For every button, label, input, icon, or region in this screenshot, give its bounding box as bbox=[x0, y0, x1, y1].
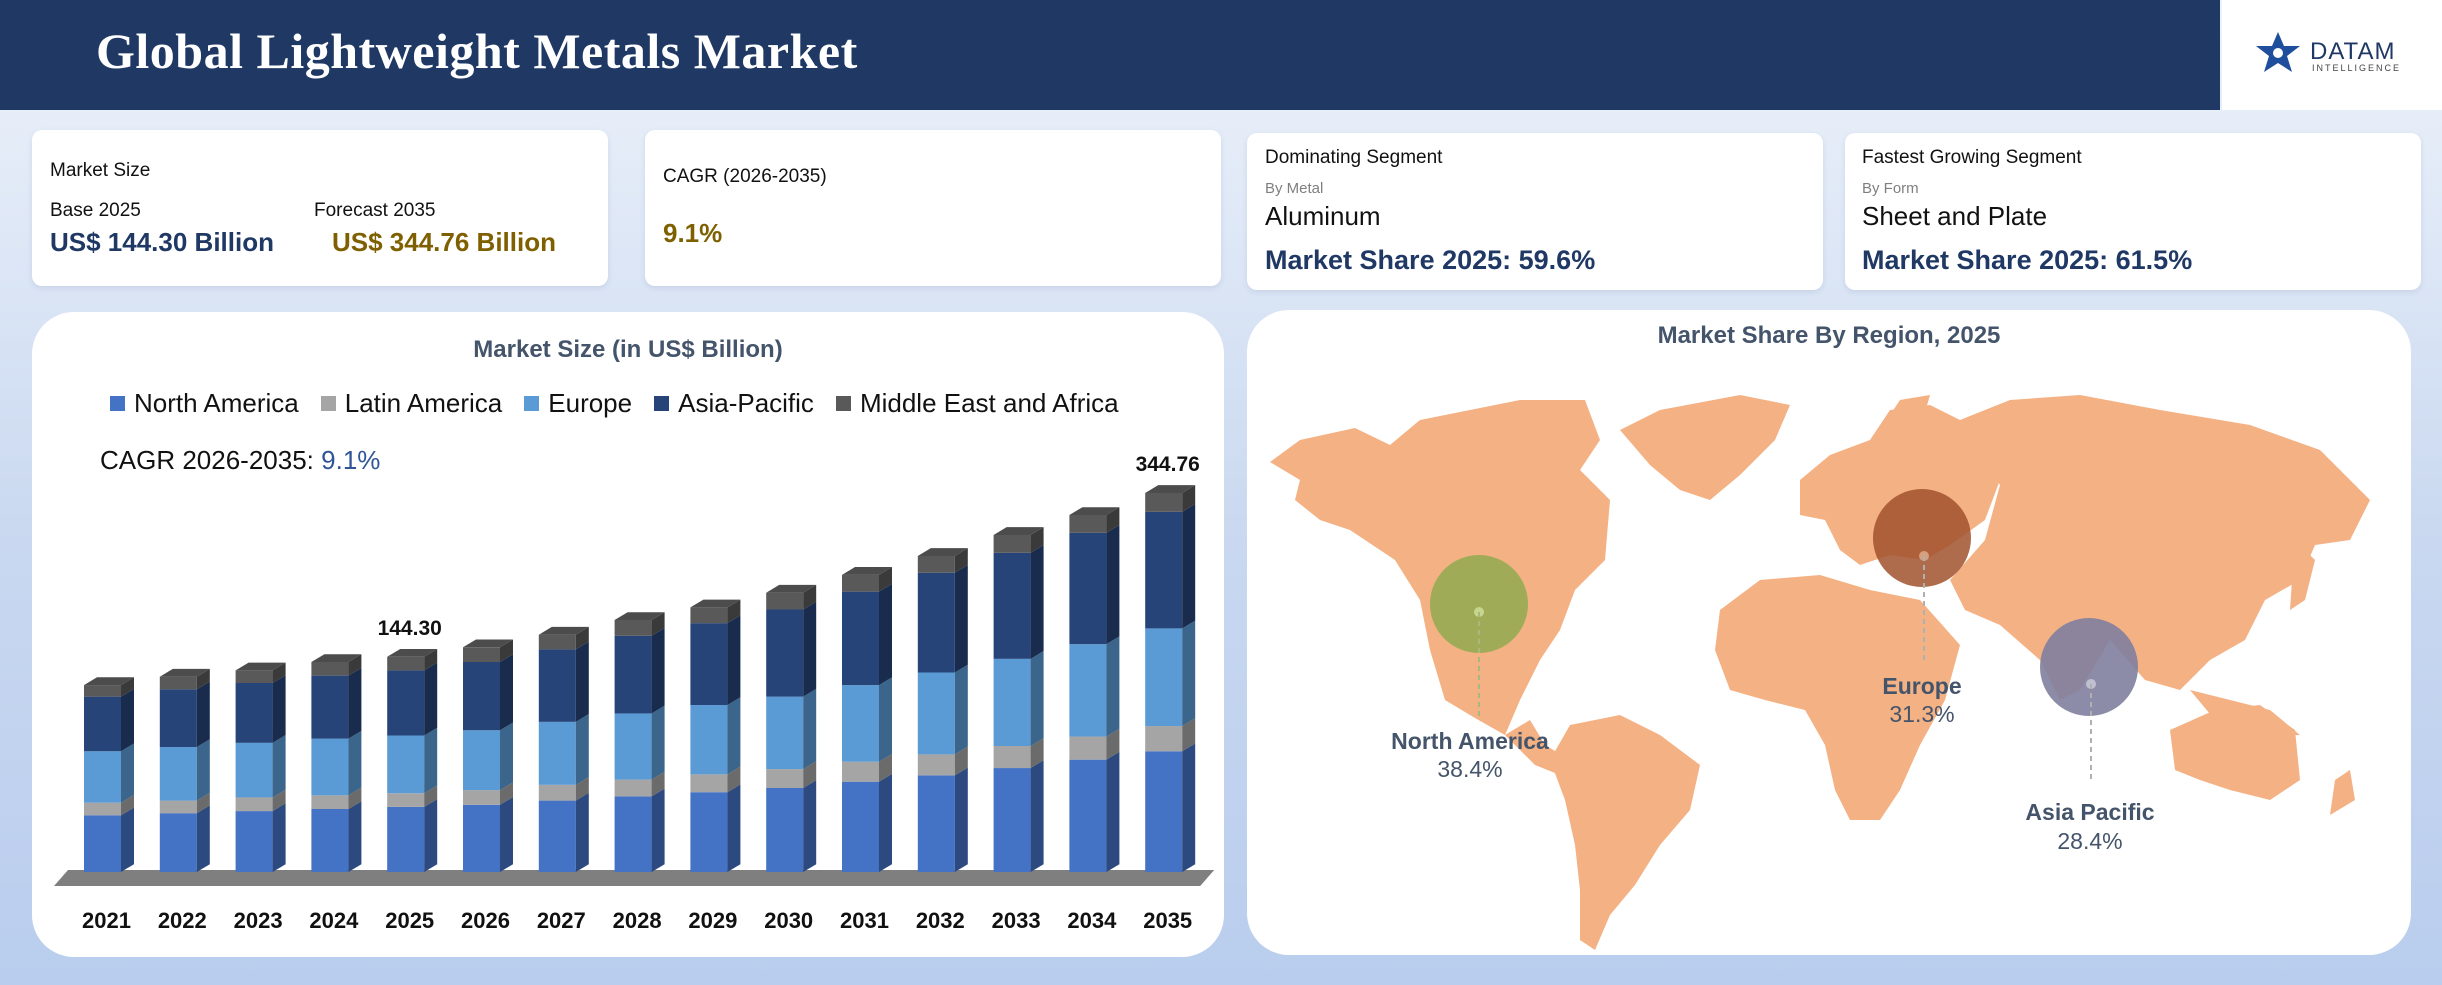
north-america-label: North America bbox=[1391, 728, 1549, 754]
cagr-value: 9.1% bbox=[663, 218, 723, 248]
legend-swatch bbox=[110, 396, 125, 411]
legend-item: Middle East and Africa bbox=[835, 388, 1119, 419]
legend-swatch bbox=[654, 396, 670, 411]
north-america-share: 38.4% bbox=[1437, 756, 1502, 782]
region-markers bbox=[1430, 489, 2138, 780]
logo-name: DATAM bbox=[2310, 38, 2396, 65]
fastest-share: Market Share 2025: 61.5% bbox=[1862, 245, 2193, 275]
map-title: Market Share By Region, 2025 bbox=[1657, 322, 2001, 349]
legend-item: Europe bbox=[524, 388, 632, 419]
dominating-by: By Metal bbox=[1265, 180, 1324, 197]
japan-land bbox=[2290, 545, 2315, 610]
north-america-land bbox=[1270, 400, 1610, 735]
market-size-title: Market Size bbox=[50, 160, 151, 181]
legend-label: Asia-Pacific bbox=[678, 388, 814, 418]
base-year-label: Base 2025 bbox=[50, 200, 141, 221]
cagr-note-value: 9.1% bbox=[321, 445, 381, 475]
legend-item: Asia-Pacific bbox=[654, 388, 814, 419]
legend-item: North America bbox=[110, 388, 299, 419]
south-america-land bbox=[1550, 715, 1700, 950]
africa-land bbox=[1715, 575, 1960, 820]
bar-chart-cagr-note: CAGR 2026-2035: 9.1% bbox=[100, 445, 380, 476]
cagr-title: CAGR (2026-2035) bbox=[663, 166, 827, 187]
dominating-title: Dominating Segment bbox=[1265, 147, 1443, 168]
forecast-label: Forecast 2035 bbox=[314, 200, 436, 221]
cagr-card: CAGR (2026-2035) 9.1% bbox=[645, 130, 1221, 286]
legend-swatch bbox=[524, 396, 540, 411]
header-banner: Global Lightweight Metals Market bbox=[0, 0, 2220, 110]
legend-swatch bbox=[835, 396, 851, 411]
dominating-segment: Aluminum bbox=[1265, 201, 1381, 231]
north-america-bubble bbox=[1430, 555, 1528, 653]
base-year-value: US$ 144.30 Billion bbox=[50, 227, 274, 257]
bar-chart-title: Market Size (in US$ Billion) bbox=[473, 336, 783, 363]
europe-label: Europe bbox=[1882, 673, 1961, 699]
scandinavia-land bbox=[1880, 395, 1930, 450]
europe-bubble bbox=[1873, 489, 1971, 587]
fastest-by: By Form bbox=[1862, 180, 1919, 197]
asia-land bbox=[1950, 395, 2370, 700]
legend-swatch bbox=[320, 396, 336, 411]
page-title: Global Lightweight Metals Market bbox=[96, 23, 858, 79]
world-map-land bbox=[1270, 395, 2370, 950]
legend-label: North America bbox=[134, 388, 299, 418]
asia-pacific-bubble bbox=[2040, 618, 2138, 716]
asia-pacific-share: 28.4% bbox=[2057, 828, 2122, 854]
asia-pacific-label: Asia Pacific bbox=[2025, 799, 2154, 825]
logo-subtitle: INTELLIGENCE bbox=[2312, 63, 2402, 73]
logo-star-icon bbox=[2256, 32, 2300, 72]
fastest-segment: Sheet and Plate bbox=[1862, 201, 2048, 231]
market-size-card: Market Size Base 2025 US$ 144.30 Billion… bbox=[32, 130, 608, 286]
legend-label: Europe bbox=[548, 388, 633, 418]
forecast-value: US$ 344.76 Billion bbox=[332, 227, 556, 257]
legend-item: Latin America bbox=[320, 388, 503, 419]
new-zealand-land bbox=[2330, 770, 2355, 815]
fastest-title: Fastest Growing Segment bbox=[1862, 147, 2082, 168]
dominating-share: Market Share 2025: 59.6% bbox=[1265, 245, 1596, 275]
greenland-land bbox=[1620, 395, 1790, 500]
fastest-segment-card: Fastest Growing Segment By Form Sheet an… bbox=[1845, 133, 2421, 290]
dominating-segment-card: Dominating Segment By Metal Aluminum Mar… bbox=[1247, 133, 1823, 290]
legend-label: Middle East and Africa bbox=[859, 388, 1119, 418]
australia-land bbox=[2170, 705, 2300, 800]
europe-share: 31.3% bbox=[1889, 701, 1954, 727]
bar-chart-legend: North America Latin America Europe Asia-Pac… bbox=[110, 388, 1141, 419]
company-logo: DATAM INTELLIGENCE bbox=[2222, 0, 2442, 110]
legend-label: Latin America bbox=[344, 388, 503, 418]
cagr-note-label: CAGR 2026-2035: bbox=[100, 445, 322, 475]
